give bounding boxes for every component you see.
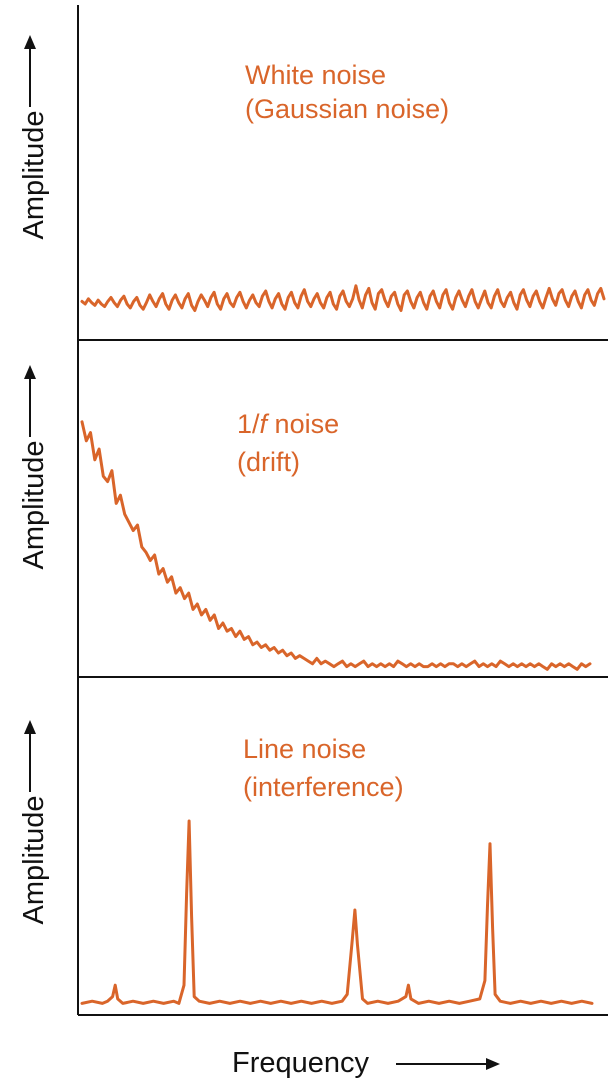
y-axis-arrow-icon-2 xyxy=(24,365,36,437)
panel-2-title-line-1: 1/f noise xyxy=(237,409,339,439)
y-axis-label-2: Amplitude xyxy=(18,441,50,570)
y-axis-arrow-icon-3 xyxy=(24,720,36,792)
panel-3-title-line-2: (interference) xyxy=(243,772,404,802)
series-trace-3 xyxy=(80,819,594,1005)
x-axis-label: Frequency xyxy=(232,1047,370,1079)
y-axis-label-1: Amplitude xyxy=(18,111,50,240)
y-axis-label-3: Amplitude xyxy=(18,796,50,925)
panel-3-title-line-1: Line noise xyxy=(243,734,366,764)
noise-panel-1: Amplitude White noise (Gaussian noise) xyxy=(18,35,606,312)
panel-1-title-line-2: (Gaussian noise) xyxy=(245,94,449,124)
series-trace-1 xyxy=(80,284,606,312)
panel-2-title-line-2: (drift) xyxy=(237,447,300,477)
y-axis-arrow-icon-1 xyxy=(24,35,36,107)
x-axis-arrow-icon xyxy=(396,1058,500,1070)
noise-panel-3: Amplitude Line noise (interference) xyxy=(18,720,594,1005)
panel-1-title-line-1: White noise xyxy=(245,60,386,90)
series-trace-2 xyxy=(80,420,592,671)
noise-panel-2: Amplitude 1/f noise (drift) xyxy=(18,365,592,671)
